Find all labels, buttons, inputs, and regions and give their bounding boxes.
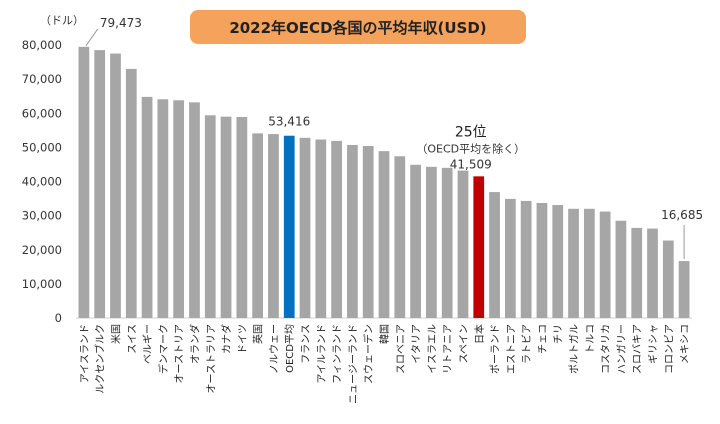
- x-tick-label: オーストラリア: [205, 324, 217, 394]
- bar: [647, 228, 658, 318]
- x-tick-label: コロンビア: [663, 324, 675, 374]
- y-tick-label: 0: [55, 311, 62, 325]
- bar: [583, 208, 595, 318]
- x-tick-label: ルクセンブルク: [94, 324, 107, 394]
- x-tick-label: スロバキア: [632, 324, 644, 374]
- data-label: 16,685: [661, 208, 703, 222]
- x-tick-label: エストニア: [506, 324, 517, 374]
- bar: [268, 134, 279, 318]
- x-tick-label: リトアニア: [443, 324, 454, 374]
- bar: [536, 202, 548, 318]
- bar: [504, 198, 516, 318]
- bar: [473, 176, 485, 318]
- x-tick-label: オーストリア: [174, 324, 186, 384]
- bar: [441, 167, 453, 318]
- x-tick-label: オランダ: [188, 324, 201, 364]
- y-tick-label: 60,000: [22, 106, 62, 120]
- x-tick-label: スペイン: [459, 324, 470, 363]
- x-tick-label: ポーランド: [490, 324, 502, 374]
- x-tick-label: コスタリカ: [600, 324, 612, 374]
- x-tick-label: メキシコ: [680, 324, 691, 364]
- chart-title: 2022年OECD各国の平均年収(USD): [190, 10, 526, 44]
- bar: [631, 227, 643, 318]
- x-tick-label: トルコ: [585, 324, 596, 354]
- bar: [299, 137, 311, 318]
- data-label: 41,509: [450, 157, 492, 171]
- x-tick-label: スウェーデン: [362, 324, 375, 384]
- x-tick-label: 韓国: [379, 324, 391, 344]
- bar: [189, 102, 200, 318]
- bar: [315, 139, 327, 318]
- data-label: 53,416: [268, 115, 310, 129]
- bar: [678, 261, 690, 318]
- y-tick-label: 20,000: [22, 243, 62, 257]
- bar: [236, 117, 248, 318]
- bar: [662, 240, 674, 318]
- x-tick-label: アイルランド: [316, 324, 328, 384]
- x-tick-label: ラトビア: [521, 324, 533, 364]
- bar: [283, 135, 295, 318]
- x-tick-label: アイスランド: [79, 324, 91, 383]
- bar: [615, 220, 627, 318]
- x-tick-label: ニュージーランド: [347, 324, 359, 404]
- x-tick-label: ポルトガル: [569, 324, 581, 374]
- x-tick-label: 日本: [473, 324, 486, 344]
- y-axis-label: （ドル）: [40, 14, 84, 27]
- y-tick-label: 50,000: [22, 140, 62, 154]
- x-tick-label: スロベニア: [395, 324, 407, 374]
- x-tick-label: イタリア: [411, 324, 423, 364]
- bar: [599, 211, 611, 318]
- x-tick-label: フランス: [300, 324, 312, 364]
- data-label: 79,473: [100, 16, 142, 30]
- x-tick-label: ノルウェー: [268, 324, 280, 374]
- x-tick-label: デンマーク: [157, 324, 170, 374]
- y-tick-label: 10,000: [22, 277, 62, 291]
- bar: [457, 170, 469, 318]
- bar: [110, 53, 121, 318]
- x-tick-label: ベルギー: [142, 324, 154, 364]
- x-tick-label: ギリシャ: [648, 324, 660, 364]
- bar: [347, 144, 358, 318]
- rank-note: （OECD平均を除く）: [416, 141, 525, 155]
- x-tick-label: ドイツ: [238, 324, 249, 354]
- leader-line: [85, 28, 99, 47]
- x-tick-label: カナダ: [220, 324, 233, 354]
- bar: [78, 46, 90, 318]
- bar: [489, 192, 500, 318]
- bar: [157, 99, 169, 318]
- x-tick-label: イスラエル: [426, 324, 438, 374]
- x-tick-label: 英国: [252, 324, 265, 344]
- bar: [220, 116, 232, 318]
- y-tick-label: 80,000: [22, 38, 62, 52]
- x-tick-label: チリ: [553, 324, 565, 344]
- x-tick-label: OECD平均: [284, 324, 296, 373]
- bar: [378, 151, 390, 318]
- y-tick-label: 30,000: [22, 209, 62, 223]
- x-tick-label: ハンガリー: [616, 324, 628, 374]
- bar: [426, 166, 437, 318]
- y-tick-label: 70,000: [22, 72, 62, 86]
- bar: [141, 96, 153, 319]
- bar: [362, 146, 374, 318]
- bar: [173, 100, 185, 318]
- bar: [520, 200, 532, 318]
- bar: [252, 133, 264, 318]
- bar: [568, 208, 579, 318]
- y-tick-label: 40,000: [22, 175, 62, 189]
- rank-label: 25位: [455, 124, 487, 140]
- bar: [125, 68, 137, 318]
- bar: [552, 205, 564, 318]
- bar: [204, 115, 216, 318]
- bar: [94, 50, 106, 319]
- x-tick-label: 米国: [109, 324, 122, 344]
- bar: [331, 140, 342, 318]
- x-tick-label: スイス: [127, 324, 138, 354]
- bar: [394, 156, 406, 318]
- x-tick-label: フィンランド: [332, 324, 344, 384]
- bar: [410, 164, 421, 318]
- x-tick-label: チェコ: [537, 324, 549, 354]
